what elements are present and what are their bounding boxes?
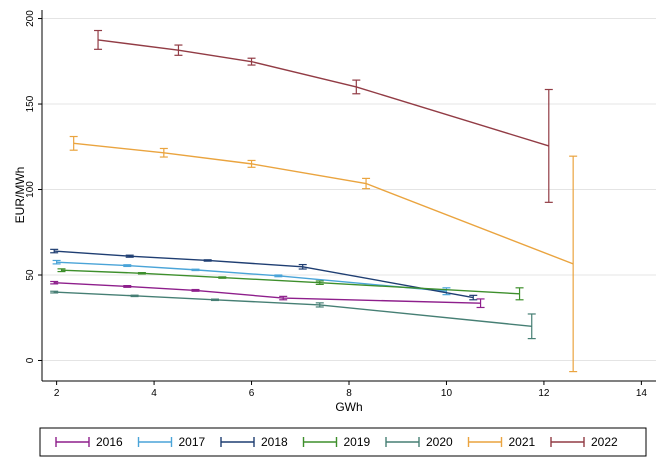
x-tick-label: 10	[441, 388, 453, 399]
x-tick-label: 12	[538, 388, 550, 399]
legend-label: 2017	[179, 435, 206, 449]
legend-label: 2022	[591, 435, 618, 449]
y-tick-label: 100	[25, 181, 36, 198]
series-2021	[69, 135, 578, 373]
x-tick-label: 4	[151, 388, 157, 399]
legend-label: 2018	[261, 435, 288, 449]
axes	[41, 10, 656, 382]
series-line	[73, 142, 574, 265]
series-2022	[94, 29, 553, 203]
series-line	[61, 269, 520, 295]
legend-item: 2021	[467, 435, 536, 449]
legend-item: 2017	[137, 435, 206, 449]
x-tick-label: 8	[346, 388, 352, 399]
legend-item: 2020	[385, 435, 453, 449]
legend-item: 2016	[55, 435, 123, 449]
y-tick-label: 150	[25, 95, 36, 112]
series-line	[97, 39, 549, 147]
x-axis-label: GWh	[335, 400, 362, 414]
series-2019	[57, 268, 524, 301]
series-line	[54, 281, 481, 304]
legend: 2016 2017 2018 2019 2020 2021 2022	[39, 427, 647, 457]
y-axis-label: EUR/MWh	[13, 167, 27, 224]
series-2016	[50, 280, 485, 309]
x-tick-label: 14	[636, 388, 648, 399]
x-tick-label: 6	[249, 388, 255, 399]
legend-item: 2019	[302, 435, 371, 449]
series-2018	[50, 248, 478, 301]
legend-label: 2019	[344, 435, 371, 449]
series-line	[54, 291, 532, 327]
series-2020	[50, 290, 536, 340]
gridlines	[42, 18, 656, 361]
series-2017	[52, 259, 451, 296]
legend-label: 2016	[96, 435, 123, 449]
x-tick-label: 2	[54, 388, 60, 399]
axis-ticks: 0 50 100 150 200 2 4 6 8 10 12 14	[25, 10, 647, 399]
y-tick-label: 200	[25, 10, 36, 27]
legend-item: 2018	[220, 435, 288, 449]
y-tick-label: 50	[25, 269, 36, 281]
series	[50, 29, 578, 373]
legend-label: 2020	[426, 435, 453, 449]
legend-label: 2021	[509, 435, 536, 449]
y-tick-label: 0	[25, 357, 36, 363]
legend-item: 2022	[550, 435, 618, 449]
